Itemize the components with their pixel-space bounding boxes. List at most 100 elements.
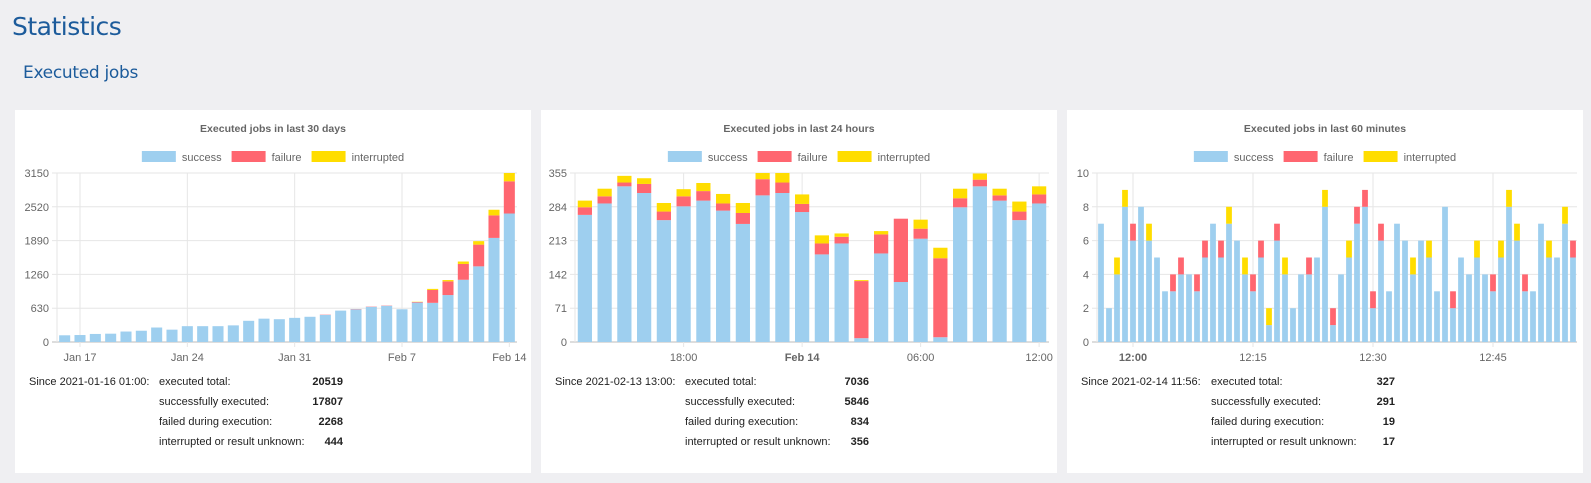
bar-failure	[795, 203, 810, 213]
bar-interrupted	[1122, 189, 1128, 207]
y-tick-label: 71	[555, 303, 567, 315]
bar-success	[1530, 291, 1536, 342]
bar-success	[814, 254, 829, 342]
stat-value: 17807	[312, 396, 343, 408]
bar-failure	[893, 218, 908, 283]
bar-failure	[1362, 189, 1368, 207]
bar-success	[893, 282, 908, 342]
bar-success	[1490, 291, 1496, 342]
since-label: Since 2021-02-14 11:56:	[1081, 376, 1201, 388]
x-tick-label: 18:00	[670, 352, 698, 364]
x-tick-label: Feb 14	[785, 352, 821, 364]
bar-interrupted	[953, 188, 968, 199]
bar-success	[1498, 257, 1504, 342]
bar-success	[854, 338, 869, 342]
y-tick-label: 3150	[25, 168, 49, 180]
y-tick-label: 4	[1083, 269, 1089, 281]
bar-interrupted	[696, 182, 711, 192]
bar-interrupted	[1146, 223, 1152, 241]
stat-value: 327	[1376, 376, 1395, 388]
legend-swatch-success	[1193, 151, 1228, 162]
bar-interrupted	[617, 175, 632, 183]
chart-title: Executed jobs in last 60 minutes	[1244, 123, 1406, 135]
legend-item-success: success	[141, 151, 222, 164]
stat-label: executed total:	[1211, 376, 1283, 388]
y-tick-label: 630	[31, 303, 49, 315]
bar-interrupted	[814, 235, 829, 244]
bar-interrupted	[1012, 201, 1027, 212]
bar-success	[1226, 223, 1232, 342]
bar-interrupted	[834, 233, 849, 237]
bar-success	[1330, 325, 1336, 342]
bar-success	[716, 210, 731, 342]
legend-item-interrupted: interrupted	[837, 151, 930, 164]
bar-success	[227, 325, 239, 342]
bar-success	[1538, 223, 1544, 342]
bar-failure	[427, 289, 439, 303]
bar-failure	[442, 281, 454, 296]
legend-label: failure	[272, 152, 302, 164]
stat-label: executed total:	[685, 376, 757, 388]
y-tick-label: 8	[1083, 202, 1089, 214]
bar-success	[1162, 291, 1168, 342]
x-tick-label: Jan 17	[63, 352, 96, 364]
bar-interrupted	[1346, 240, 1352, 258]
bar-interrupted	[1114, 257, 1120, 275]
bar-interrupted	[1514, 223, 1520, 241]
bar-failure	[1330, 308, 1336, 326]
bar-success	[1402, 240, 1408, 342]
bar-failure	[913, 228, 928, 239]
stat-label: failed during execution:	[685, 416, 799, 428]
stat-label: successfully executed:	[1211, 396, 1322, 408]
stat-label: interrupted or result unknown:	[1211, 436, 1357, 448]
bar-success	[1346, 257, 1352, 342]
legend-item-interrupted: interrupted	[1363, 151, 1456, 164]
stat-label: interrupted or result unknown:	[159, 436, 305, 448]
bar-success	[1506, 206, 1512, 342]
bar-success	[1442, 206, 1448, 342]
bar-interrupted	[676, 189, 691, 197]
bar-interrupted	[854, 280, 869, 282]
bar-success	[105, 333, 117, 342]
bar-success	[597, 203, 612, 342]
bar-interrupted	[427, 288, 439, 290]
chart-24-hours: Executed jobs in last 24 hours success fai…	[549, 123, 1053, 364]
bar-success	[735, 223, 750, 342]
legend-swatch-interrupted	[1363, 151, 1398, 162]
bar-success	[304, 316, 316, 342]
bar-success	[1434, 291, 1440, 342]
bar-success	[427, 302, 439, 342]
bar-failure	[854, 281, 869, 339]
bar-failure	[1306, 257, 1312, 275]
stat-row-failed: failed during execution: 2268	[159, 416, 343, 436]
bar-success	[457, 279, 469, 342]
bar-failure	[1378, 223, 1384, 241]
stat-value: 19	[1382, 416, 1395, 428]
bar-failure	[1250, 274, 1256, 292]
bar-success	[1378, 240, 1384, 342]
bar-success	[1012, 220, 1027, 342]
bar-success	[1546, 257, 1552, 342]
stat-label: successfully executed:	[685, 396, 796, 408]
bar-interrupted	[488, 209, 500, 216]
bar-failure	[1012, 211, 1027, 221]
stat-label: executed total:	[159, 376, 231, 388]
bar-failure	[755, 179, 770, 196]
bar-interrupted	[735, 202, 750, 213]
stat-row-failed: failed during execution: 834	[685, 416, 869, 436]
bar-failure	[1178, 257, 1184, 275]
bar-success	[972, 186, 987, 342]
bar-interrupted	[1498, 240, 1504, 258]
section-title: Executed jobs	[23, 63, 139, 83]
stat-value: 17	[1382, 436, 1395, 448]
bar-interrupted	[1546, 240, 1552, 258]
bar-success	[1314, 257, 1320, 342]
bar-failure	[457, 263, 469, 280]
bar-success	[1370, 308, 1376, 342]
bar-success	[1482, 274, 1488, 342]
stat-row-success: successfully executed: 17807	[159, 396, 343, 416]
stat-row-failed: failed during execution: 19	[1211, 416, 1395, 436]
bar-success	[1354, 223, 1360, 342]
y-tick-label: 2520	[25, 202, 49, 214]
bar-success	[1202, 257, 1208, 342]
